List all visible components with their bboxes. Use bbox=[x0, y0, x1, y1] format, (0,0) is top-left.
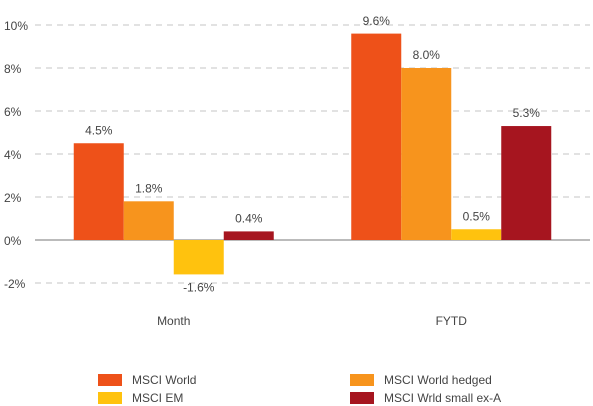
legend-swatch bbox=[350, 374, 374, 386]
bar bbox=[223, 231, 274, 240]
data-label: -1.6% bbox=[183, 281, 215, 295]
bar bbox=[351, 33, 402, 240]
y-tick-label: 4% bbox=[4, 148, 22, 162]
data-label: 0.4% bbox=[235, 212, 263, 226]
bar bbox=[401, 68, 452, 240]
y-tick-label: 10% bbox=[4, 19, 28, 33]
legend-label: MSCI EM bbox=[132, 391, 183, 405]
y-tick-label: 8% bbox=[4, 62, 22, 76]
y-tick-label: -2% bbox=[4, 277, 26, 291]
legend-label: MSCI Wrld small ex-A bbox=[384, 391, 501, 405]
data-label: 9.6% bbox=[363, 14, 391, 28]
y-tick-label: 0% bbox=[4, 234, 22, 248]
x-tick-label: Month bbox=[157, 314, 190, 328]
bar bbox=[73, 143, 124, 240]
y-tick-label: 6% bbox=[4, 105, 22, 119]
y-tick-label: 2% bbox=[4, 191, 22, 205]
data-label: 0.5% bbox=[463, 209, 491, 223]
data-label: 8.0% bbox=[413, 48, 441, 62]
data-label: 4.5% bbox=[85, 123, 113, 137]
legend-label: MSCI World bbox=[132, 373, 196, 387]
bar bbox=[173, 240, 224, 275]
legend-swatch bbox=[98, 374, 122, 386]
legend-swatch bbox=[98, 392, 122, 404]
data-label: 5.3% bbox=[513, 106, 541, 120]
legend-label: MSCI World hedged bbox=[384, 373, 492, 387]
legend-swatch bbox=[350, 392, 374, 404]
bar bbox=[451, 229, 502, 240]
x-tick-label: FYTD bbox=[436, 314, 468, 328]
bar bbox=[501, 126, 552, 240]
data-label: 1.8% bbox=[135, 181, 163, 195]
bar bbox=[123, 201, 174, 240]
